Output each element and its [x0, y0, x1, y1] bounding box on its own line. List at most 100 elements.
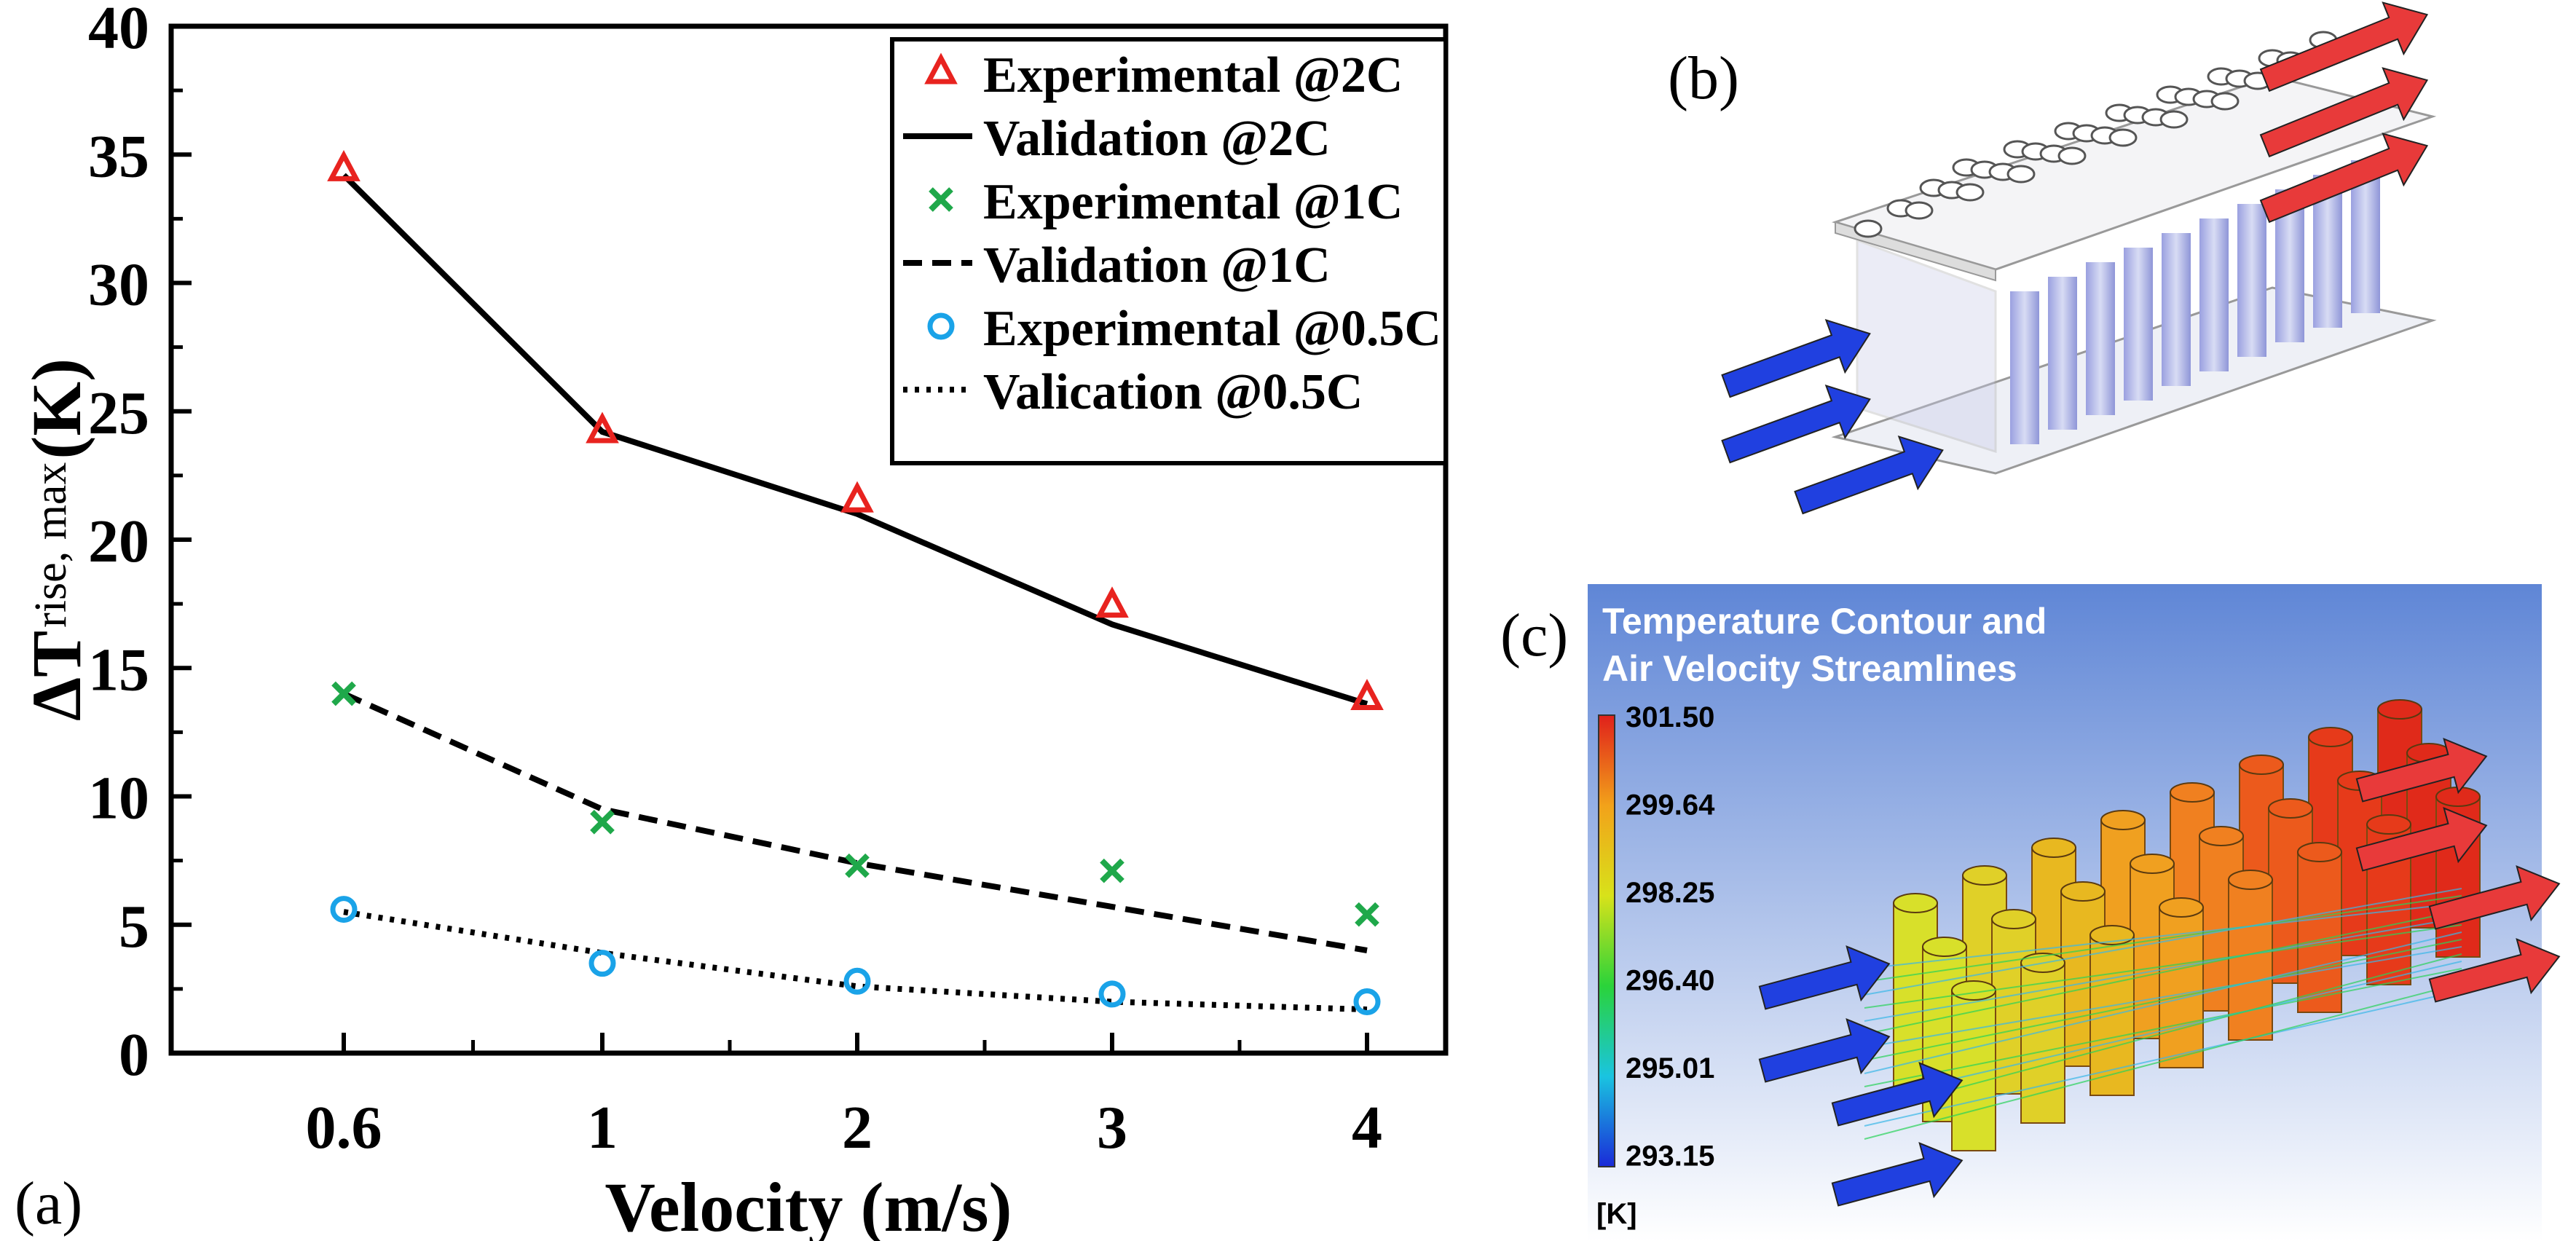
cell-top: [2268, 798, 2313, 819]
legend-label: Experimental @2C: [983, 47, 1403, 103]
legend-swatch: [927, 312, 955, 340]
y-tick-label: 15: [88, 636, 149, 704]
x-tick-label: 3: [1097, 1094, 1127, 1162]
streamline: [1864, 961, 2462, 1100]
x-tick-label: 1: [587, 1094, 618, 1162]
y-tick-label: 5: [119, 893, 149, 961]
x-tick-label: 4: [1352, 1094, 1382, 1162]
arrow-icon: [2259, 1, 2429, 92]
cell-top: [1991, 909, 2036, 929]
contour-title-2: Air Velocity Streamlines: [1602, 648, 2017, 689]
streamline: [1864, 910, 2462, 1035]
legend-label: Validation @2C: [983, 111, 1331, 167]
streamline: [1864, 931, 2462, 1074]
arrow-icon: [1721, 319, 1871, 398]
arrow-icon: [2259, 133, 2429, 224]
cell-cylinder: [2086, 262, 2115, 415]
cell-top: [1922, 937, 1967, 957]
legend-box: [890, 37, 1448, 465]
cell-cylinder: [2228, 879, 2273, 1041]
cell-top: [2199, 826, 2244, 846]
colorbar-label: 301.50: [1626, 701, 1714, 733]
arrow-icon: [1721, 385, 1871, 464]
y-tick-label: 20: [88, 508, 149, 575]
x-tick-label: 2: [842, 1094, 873, 1162]
inlet-arrows: [1721, 319, 1944, 515]
hole: [2159, 110, 2189, 129]
y-tick-label: 0: [119, 1021, 149, 1089]
legend-swatch: [929, 187, 953, 212]
streamline: [1864, 953, 2462, 1114]
streamline: [1864, 917, 2462, 1022]
cell-top: [2159, 897, 2204, 918]
streamline: [1864, 895, 2462, 982]
legend-label: Experimental @1C: [983, 174, 1403, 230]
cell-top: [2100, 810, 2146, 830]
arrow-icon: [2355, 737, 2488, 803]
hole: [2006, 165, 2036, 184]
cell-cylinder: [2124, 248, 2153, 401]
series-line-validation-2c: [342, 173, 1368, 707]
cell-top: [2228, 870, 2273, 890]
data-point-experimental-0-5c: [330, 896, 358, 923]
hole: [2057, 146, 2087, 165]
x-tick-label: 0.6: [306, 1094, 382, 1162]
data-point-experimental-1c: [1355, 902, 1379, 927]
data-point-experimental-0-5c: [1098, 980, 1126, 1008]
series-line-validation-1c: [342, 690, 1368, 953]
contour-title-1: Temperature Contour and: [1602, 601, 2047, 642]
streamline: [1864, 990, 2462, 1127]
arrow-icon: [1794, 436, 1944, 515]
x-axis-label: Velocity (m/s): [605, 1168, 1012, 1241]
cell-top: [1951, 980, 1996, 1001]
arrow-icon: [1758, 1017, 1891, 1083]
arrow-icon: [1758, 945, 1891, 1010]
colorbar-label: 296.40: [1626, 965, 1714, 997]
cell-top: [2130, 854, 2175, 874]
arrow-icon: [1831, 1141, 1963, 1207]
cell-top: [2031, 838, 2076, 858]
y-tick-label: 40: [88, 0, 149, 62]
y-label-unit: (K): [17, 358, 95, 460]
data-point-experimental-1c: [331, 681, 356, 706]
outlet-arrows: [2355, 737, 2561, 1003]
hole: [2108, 128, 2138, 147]
data-point-experimental-1c: [590, 809, 615, 835]
data-point-experimental-0-5c: [1353, 988, 1381, 1015]
module-top-plate-edge: [1835, 221, 1996, 282]
hole: [1955, 183, 1985, 202]
streamline: [1864, 946, 2462, 1048]
legend-swatch: [924, 52, 958, 84]
colorbar-label: 299.64: [1626, 789, 1715, 822]
arrow-icon: [2428, 864, 2561, 930]
streamline: [1864, 888, 2462, 996]
cell-top: [1893, 893, 1938, 913]
y-label-main: ΔT: [17, 631, 95, 721]
panel-b-battery-module: (b): [1668, 1, 2437, 515]
cell-top: [2239, 755, 2284, 775]
y-tick-label: 25: [88, 379, 149, 447]
y-tick-label: 30: [88, 251, 149, 319]
data-point-experimental-2c: [840, 481, 874, 513]
cell-top: [2366, 814, 2411, 835]
cell-top: [2060, 881, 2106, 902]
streamline: [1864, 902, 2462, 969]
colorbar-labels: 301.50 299.64 298.25 296.40 295.01 293.15: [1626, 701, 1715, 1173]
chart-a: 0 5 10 15 20 25 30 35 40 0.6 1 2 3 4 Experimental @2…: [15, 0, 1449, 1241]
cell-cylinder: [2010, 291, 2039, 444]
legend-label: Valication @0.5C: [983, 364, 1363, 420]
panel-label-b: (b): [1668, 44, 1739, 112]
hole: [2210, 92, 2240, 111]
inlet-arrows: [1758, 945, 1963, 1207]
cell-cylinder: [2237, 204, 2266, 357]
hole: [1905, 201, 1934, 220]
y-tick-label: 35: [88, 122, 149, 190]
cell-top: [2170, 782, 2215, 803]
streamline: [1864, 982, 2462, 1140]
data-point-experimental-2c: [586, 411, 619, 444]
cell-top: [2308, 727, 2353, 747]
arrow-icon: [2428, 937, 2561, 1003]
cell-top: [2377, 699, 2422, 720]
data-point-experimental-2c: [327, 149, 361, 181]
